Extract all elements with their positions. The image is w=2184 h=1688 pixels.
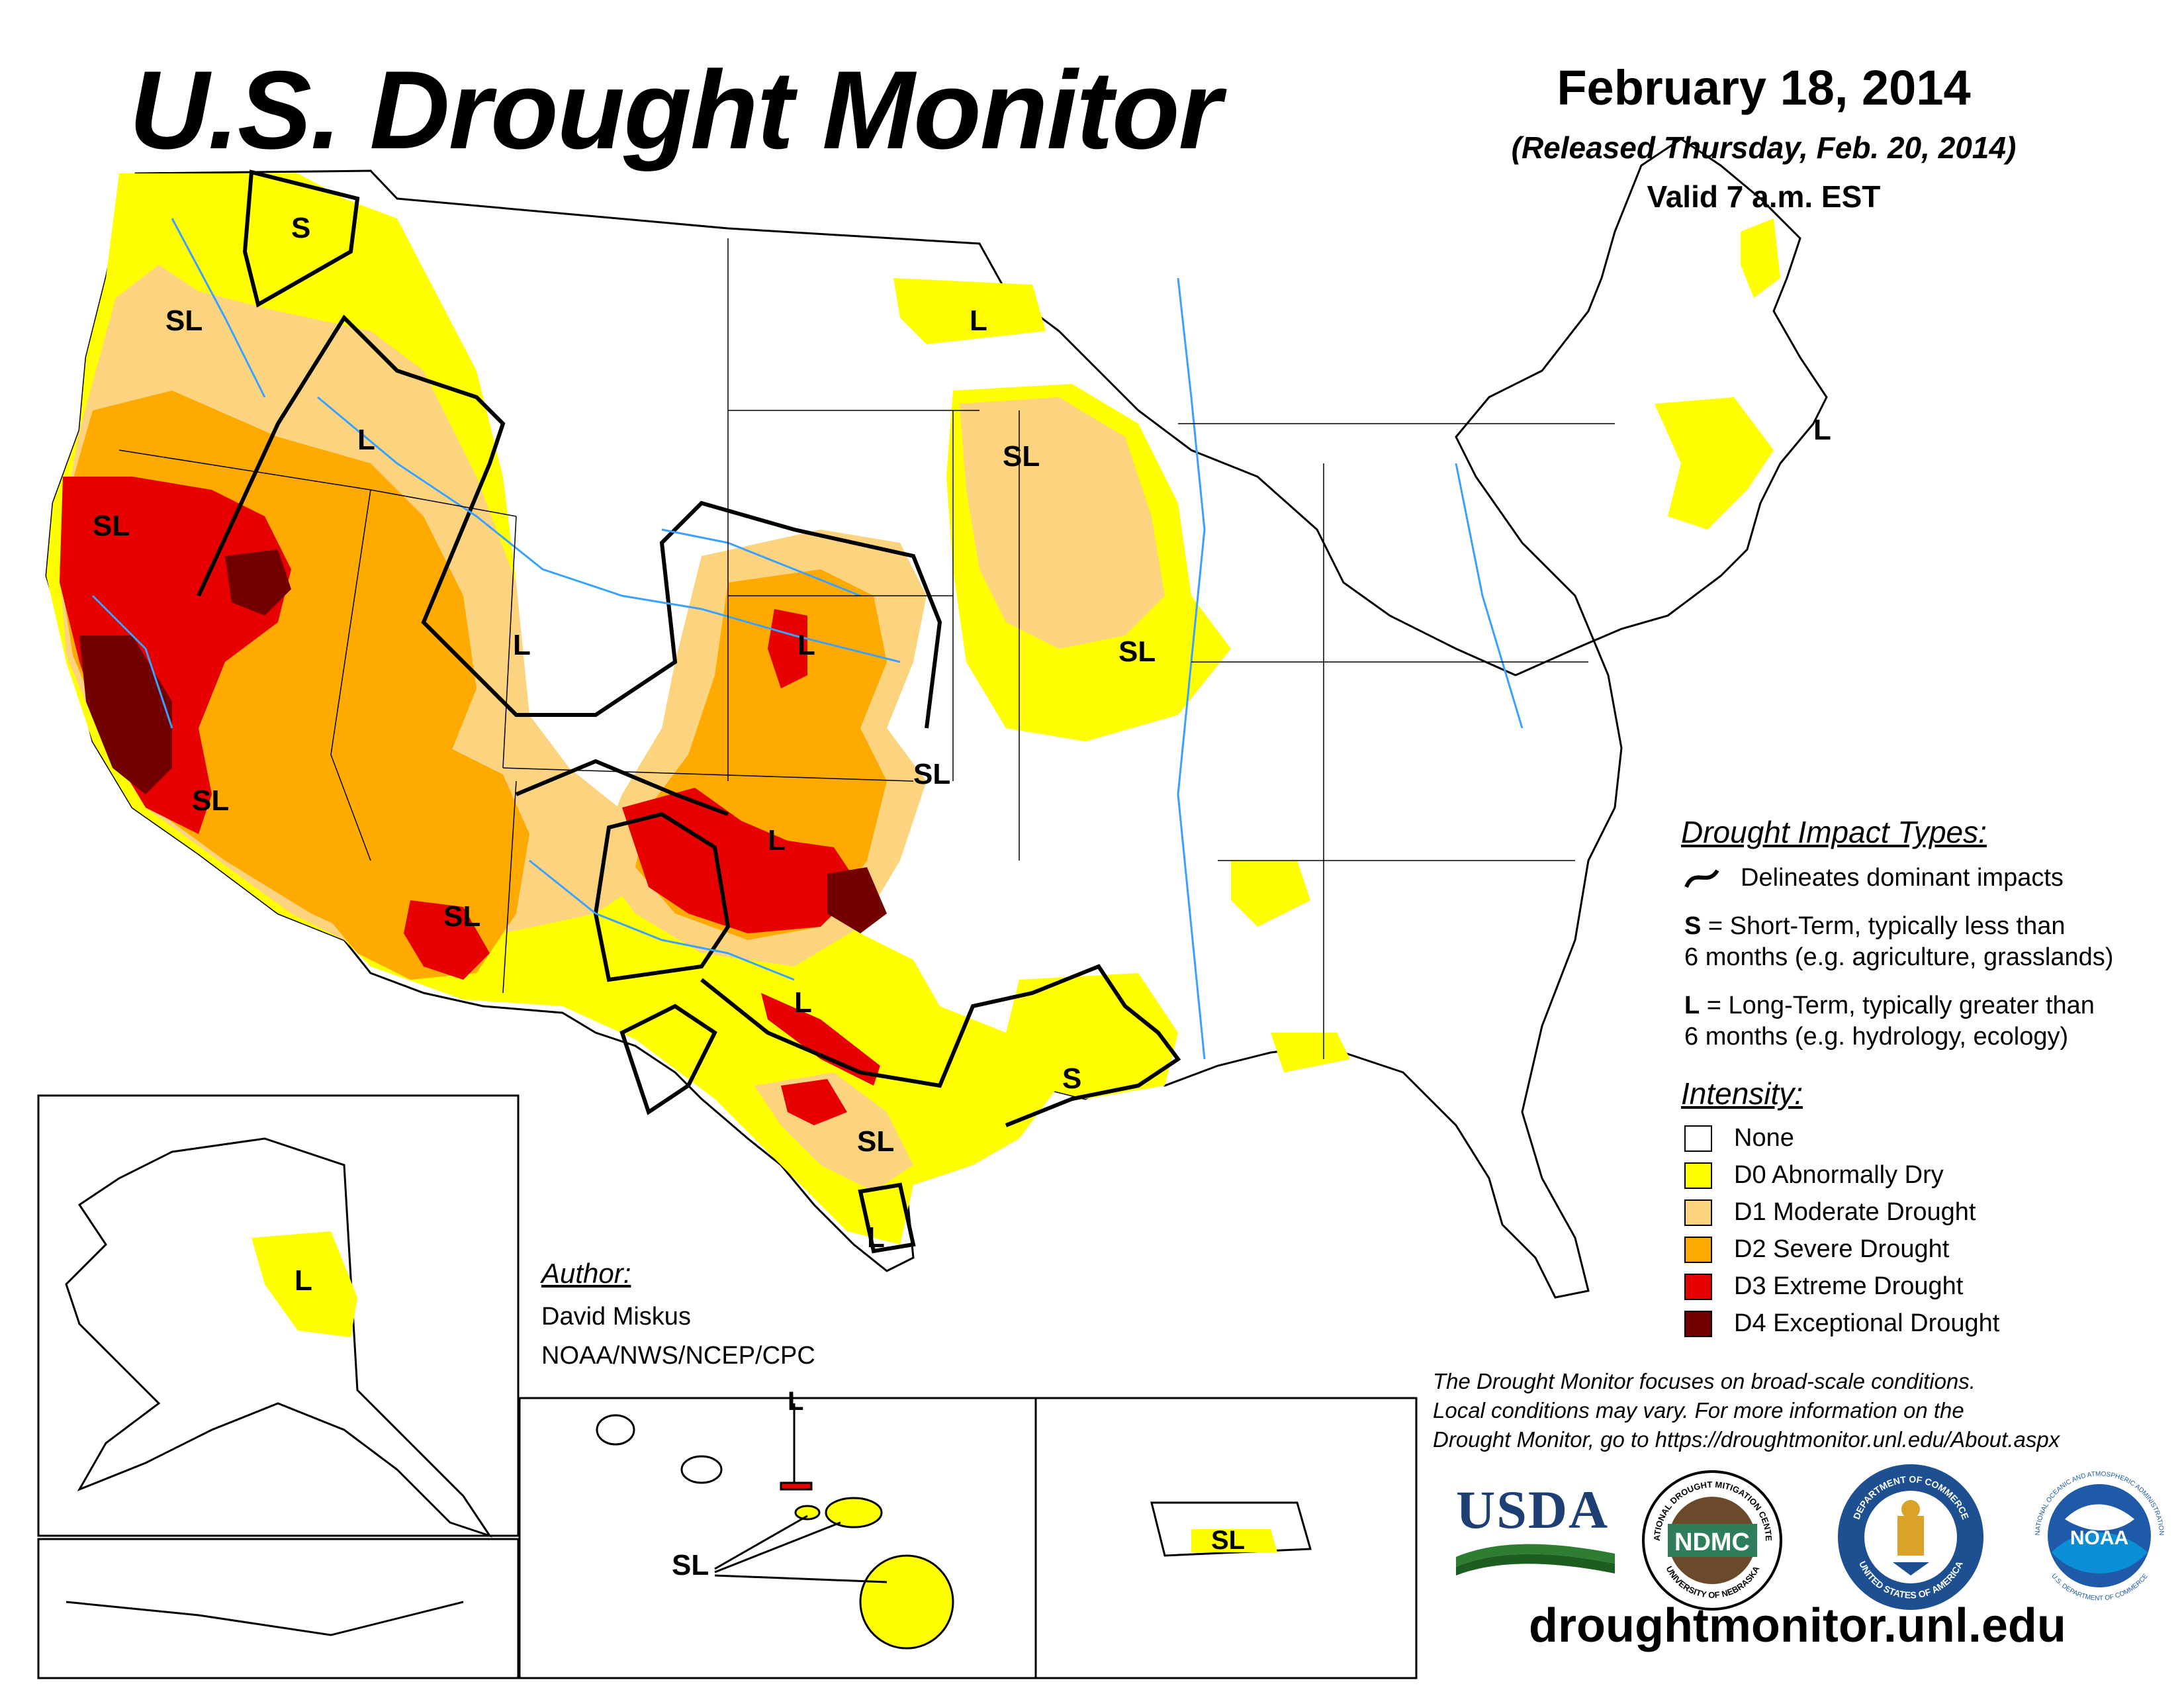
d3-arizona [404,900,490,980]
short-term-text: = Short-Term, typically less than [1707,912,2066,940]
d0-minnesota [893,278,1046,344]
short-term-legend: S = Short-Term, typically less than [1684,912,2066,941]
usda-logo: USDA [1456,1483,1615,1575]
impact-lines [197,169,1181,1254]
intensity-legend-title: Intensity: [1681,1076,1803,1111]
map-label: SL [165,305,203,337]
impact-line-glyph [1684,869,1719,888]
alaska-outline [65,1137,492,1538]
map-label: SL [93,510,130,542]
noaa-logo: NOAA NATIONAL OCEANIC AND ATMOSPHERIC AD… [2025,1460,2174,1612]
intensity-label: None [1734,1124,1794,1152]
intensity-swatch [1684,1237,1712,1263]
d1-midwest [960,397,1165,649]
disclaimer-line: Local conditions may vary. For more info… [1433,1398,1964,1423]
map-label: L [797,629,815,661]
intensity-swatch [1684,1311,1712,1337]
map-label: SL [192,784,230,817]
d0-northeast [1655,397,1774,530]
map-label: SL [1003,440,1040,473]
hawaii-inset [518,1397,1037,1679]
map-label: L [768,824,786,857]
impact-line-description: Delineates dominant impacts [1741,864,2064,892]
map-label: L [295,1264,312,1297]
map-label: SL [857,1125,895,1158]
state-lines [118,238,1615,1059]
intensity-swatch [1684,1199,1712,1226]
author-title: Author: [541,1258,631,1289]
map-label: SL [1211,1526,1246,1555]
map-label: SL [443,900,481,933]
d0-maine [1741,218,1780,298]
map-label: S [1062,1062,1082,1095]
hawaii-islands [596,1414,954,1650]
disclaimer-line[interactable]: Drought Monitor, go to https://droughtmo… [1433,1427,2060,1452]
author-org: NOAA/NWS/NCEP/CPC [541,1342,815,1370]
d4-oregon [225,549,291,616]
commerce-seal: DEPARTMENT OF COMMERCE UNITED STATES OF … [1837,1463,1985,1612]
ndmc-logo: NDMC NATIONAL DROUGHT MITIGATION CENTER … [1638,1462,1784,1612]
d3-colorado [768,609,807,688]
page-title: U.S. Drought Monitor [129,48,1222,172]
d3-texas-panhandle [622,788,860,933]
map-label: S [291,212,311,244]
long-term-text: = Long-Term, typically greater than [1706,992,2095,1019]
map-label: SL [672,1549,709,1581]
short-term-code: S [1684,912,1702,940]
svg-text:NDMC: NDMC [1674,1528,1750,1556]
conus-outline [45,138,1828,1299]
long-term-text-2: 6 months (e.g. hydrology, ecology) [1684,1023,2069,1051]
map-label: SL [913,758,951,790]
d4-oklahoma [827,867,887,933]
map-label: L [357,424,375,456]
intensity-label: D2 Severe Drought [1734,1235,1950,1263]
long-term-code: L [1684,992,1700,1019]
d0-gulf [1006,973,1178,1099]
short-term-text-2: 6 months (e.g. agriculture, grasslands) [1684,943,2114,971]
intensity-swatch [1684,1274,1712,1300]
map-label: SL [1118,635,1156,668]
map-label: L [970,305,987,337]
intensity-label: D0 Abnormally Dry [1734,1161,1944,1189]
long-term-legend: L = Long-Term, typically greater than [1684,992,2095,1020]
d3-texas-central [761,993,880,1086]
map-label: L [794,986,812,1019]
map-label: L [513,629,531,661]
map-date: February 18, 2014 [1557,60,1971,115]
intensity-label: D1 Moderate Drought [1734,1198,1976,1226]
website-link[interactable]: droughtmonitor.unl.edu [1529,1599,2066,1652]
impact-legend-title: Drought Impact Types: [1681,815,1987,849]
d0-mississippi [1231,861,1310,927]
d0-alaska [251,1231,357,1337]
svg-text:NOAA: NOAA [2070,1527,2128,1549]
disclaimer: The Drought Monitor focuses on broad-sca… [1433,1367,2167,1454]
map-label: L [867,1221,885,1254]
intensity-label: D3 Extreme Drought [1734,1272,1964,1300]
disclaimer-line: The Drought Monitor focuses on broad-sca… [1433,1369,1976,1393]
intensity-swatch [1684,1125,1712,1152]
valid-time: Valid 7 a.m. EST [1647,179,1881,214]
d3-south-texas [781,1079,847,1125]
author-name: David Miskus [541,1303,691,1331]
intensity-label: D4 Exceptional Drought [1734,1309,2000,1337]
d4-california [79,635,172,794]
map-label: L [1813,414,1831,446]
d0-puerto-rico [1191,1529,1277,1552]
release-date: (Released Thursday, Feb. 20, 2014) [1511,130,2017,165]
d2-southwest [318,748,529,980]
d0-alabama [1271,1033,1350,1072]
map-label: L [788,1387,804,1416]
intensity-swatch [1684,1162,1712,1189]
